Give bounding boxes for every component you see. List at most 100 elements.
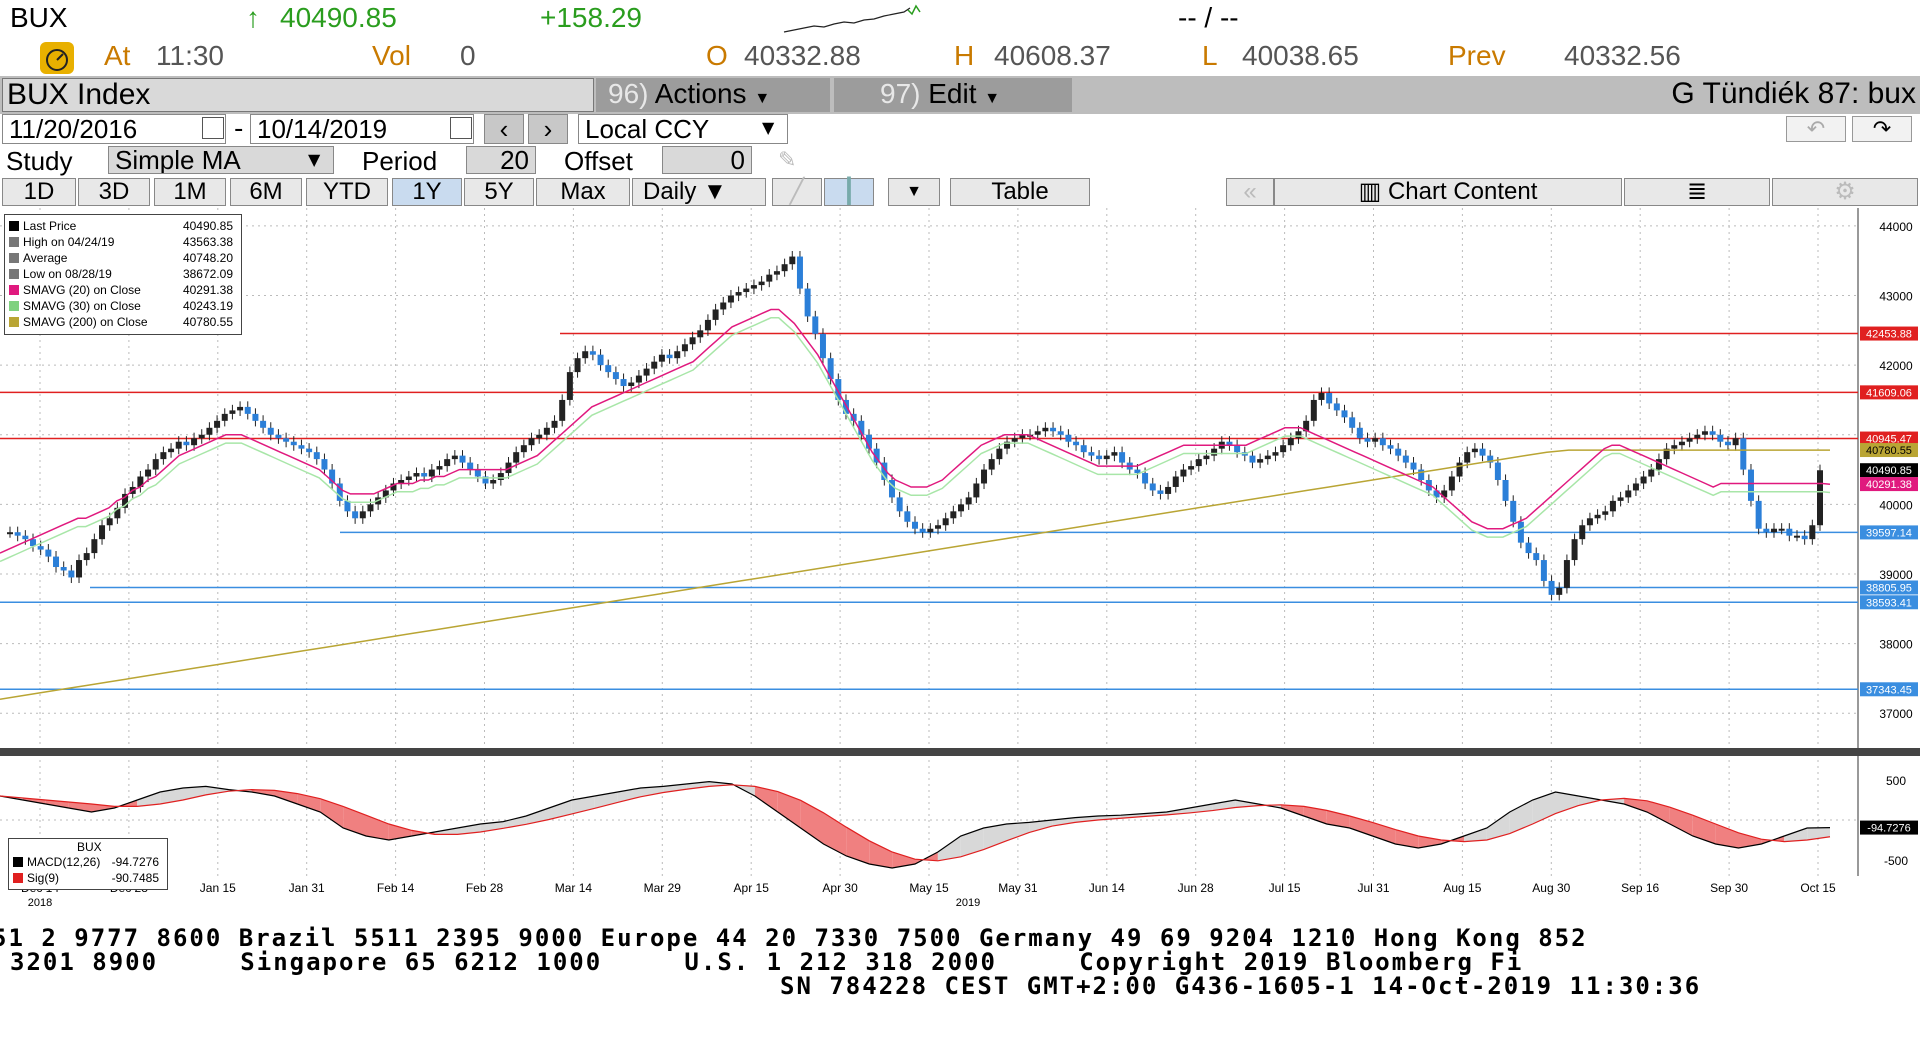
- collapse-icon[interactable]: «: [1226, 178, 1274, 206]
- candle-body: [1057, 431, 1064, 435]
- candle-body: [651, 361, 658, 369]
- macd-tick-label: 500: [1886, 774, 1906, 788]
- legend-swatch: [9, 221, 19, 231]
- macd-fill: [205, 786, 229, 795]
- candle-body: [283, 438, 290, 442]
- chart-type-dropdown[interactable]: ▼: [888, 178, 940, 206]
- candle-body: [244, 406, 251, 414]
- start-date-field[interactable]: 11/20/2016: [2, 114, 226, 144]
- macd-fill: [1281, 804, 1304, 816]
- tab-5y[interactable]: 5Y: [464, 178, 534, 206]
- candle-body: [1671, 445, 1678, 449]
- macd-fill: [1464, 828, 1487, 842]
- gear-icon[interactable]: ⚙: [1772, 178, 1918, 206]
- macd-fill: [1029, 820, 1053, 833]
- chart-content-button[interactable]: ▥ Chart Content: [1274, 178, 1622, 206]
- macd-fill: [594, 792, 618, 809]
- net-change: +158.29: [540, 2, 642, 33]
- candle-body: [1180, 469, 1187, 477]
- price-chart[interactable]: 4400043000420004100040000390003800037000…: [0, 208, 1920, 908]
- macd-legend: BUX MACD(12,26) -94.7276 Sig(9) -90.7485: [8, 838, 168, 890]
- candle-body: [1379, 438, 1386, 446]
- period-input[interactable]: 20: [466, 146, 536, 174]
- y-tick-label: 44000: [1879, 220, 1913, 234]
- study-select[interactable]: Simple MA: [108, 146, 334, 174]
- annotation-icon[interactable]: ≣: [1624, 178, 1770, 206]
- macd-fill: [343, 806, 366, 836]
- prev-period-button[interactable]: ‹: [484, 114, 524, 144]
- candle-body: [99, 525, 106, 540]
- open-label: O: [706, 40, 728, 71]
- candle-body: [1318, 392, 1325, 400]
- speedometer-icon[interactable]: [40, 42, 74, 74]
- macd-label: MACD(12,26): [27, 855, 101, 869]
- macd-fill: [983, 824, 1007, 850]
- undo-button[interactable]: ↶: [1786, 116, 1846, 142]
- candle-body: [1011, 438, 1018, 442]
- tab-1y[interactable]: 1Y: [392, 178, 462, 206]
- candle-body: [612, 372, 619, 380]
- candle-body: [858, 420, 865, 435]
- study-value: Simple MA: [115, 146, 241, 174]
- tab-1d[interactable]: 1D: [2, 178, 76, 206]
- candle-body: [712, 309, 719, 320]
- macd-fill: [892, 852, 915, 868]
- legend-row: SMAVG (200) on Close 40780.55: [9, 315, 237, 330]
- actions-menu[interactable]: 96) Actions ▼: [596, 78, 830, 112]
- candle-body: [950, 511, 957, 519]
- legend-value: 40490.85: [182, 219, 233, 233]
- candle-body: [1065, 434, 1072, 442]
- line-chart-icon[interactable]: ╱: [772, 178, 822, 206]
- signal-line: [0, 784, 1831, 862]
- tab-ytd[interactable]: YTD: [306, 178, 388, 206]
- candle-body: [237, 406, 244, 411]
- candle-body: [1602, 511, 1609, 515]
- end-date-field[interactable]: 10/14/2019: [250, 114, 474, 144]
- macd-fill: [1395, 829, 1419, 848]
- redo-button[interactable]: ↷: [1852, 116, 1912, 142]
- year-label: 2019: [956, 897, 980, 908]
- candle-chart-icon[interactable]: ┃: [824, 178, 874, 206]
- candle-body: [873, 448, 880, 463]
- candle-body: [1088, 452, 1095, 456]
- next-period-button[interactable]: ›: [528, 114, 568, 144]
- tab-3d[interactable]: 3D: [78, 178, 150, 206]
- candle-body: [106, 518, 113, 526]
- pencil-icon[interactable]: ✎: [778, 148, 797, 173]
- candle-body: [1257, 459, 1264, 463]
- legend-value: 43563.38: [182, 235, 233, 249]
- currency-select[interactable]: Local CCY: [578, 114, 788, 144]
- macd-fill: [937, 836, 961, 861]
- candle-body: [1579, 525, 1586, 540]
- candle-body: [1793, 535, 1800, 538]
- candle-body: [444, 459, 451, 467]
- quote-time: 11:30: [156, 40, 224, 71]
- x-tick-label: Apr 30: [822, 881, 858, 895]
- tab-1m[interactable]: 1M: [154, 178, 226, 206]
- candle-body: [175, 441, 182, 449]
- candle-body: [1372, 438, 1379, 442]
- calendar-icon[interactable]: [202, 117, 224, 139]
- macd-fill: [137, 792, 161, 807]
- level-tag: [1860, 525, 1918, 540]
- x-tick-label: Sep 30: [1710, 881, 1748, 895]
- candle-body: [1586, 518, 1593, 526]
- legend-swatch: [9, 237, 19, 247]
- tab-max[interactable]: Max: [536, 178, 630, 206]
- candle-body: [796, 256, 803, 289]
- x-tick-label: Aug 30: [1532, 881, 1570, 895]
- up-arrow-icon: ↑: [246, 2, 260, 33]
- tab-6m[interactable]: 6M: [230, 178, 302, 206]
- offset-input[interactable]: 0: [662, 146, 752, 174]
- candle-body: [1732, 438, 1739, 446]
- candle-body: [919, 528, 926, 533]
- y-tick-label: 43000: [1879, 290, 1913, 304]
- macd-fill: [1807, 827, 1830, 840]
- calendar-icon[interactable]: [450, 117, 472, 139]
- prev-value: 40332.56: [1564, 40, 1681, 71]
- frequency-select[interactable]: Daily ▼: [632, 178, 766, 206]
- table-button[interactable]: Table: [950, 178, 1090, 206]
- edit-menu[interactable]: 97) Edit ▼: [834, 78, 1072, 112]
- candle-body: [597, 354, 604, 366]
- candle-body: [1341, 410, 1348, 418]
